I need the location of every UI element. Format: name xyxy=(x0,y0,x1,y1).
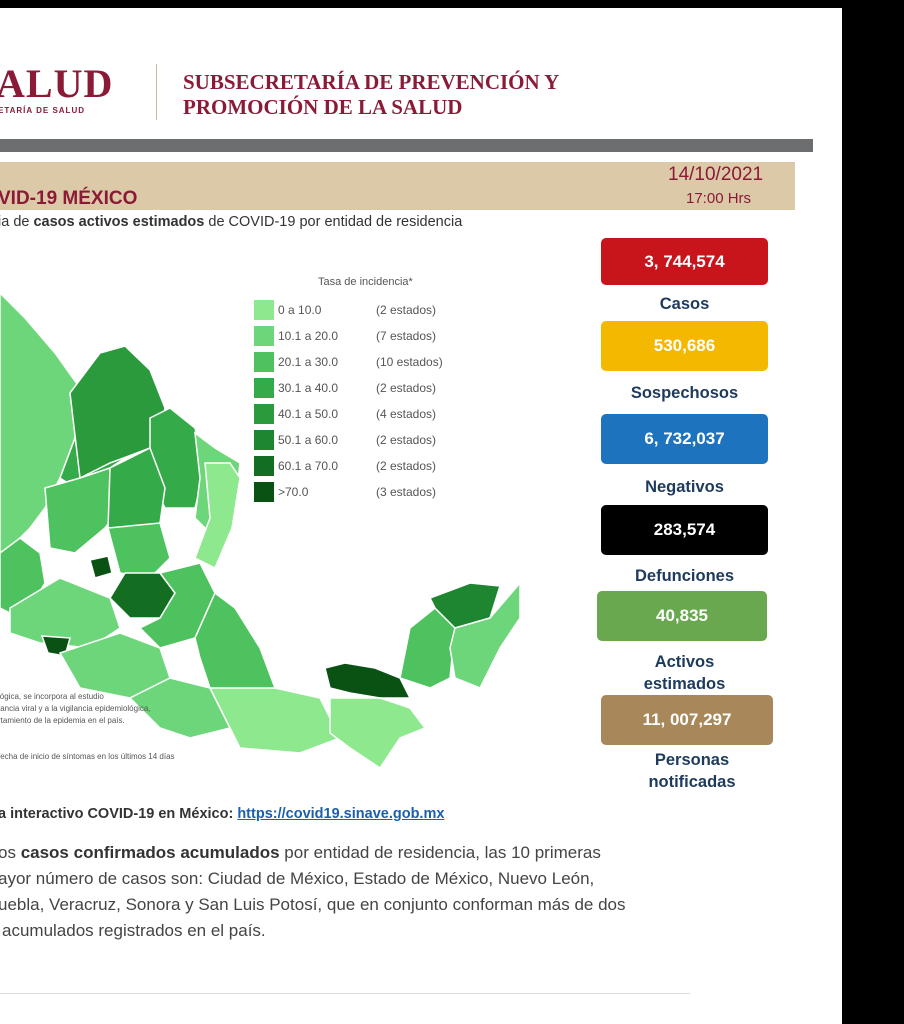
legend-count: (2 estados) xyxy=(376,459,437,473)
title-band xyxy=(0,162,795,210)
subtitle-bold: casos activos estimados xyxy=(33,214,205,230)
legend-swatch xyxy=(254,300,274,320)
legend-count: (10 estados) xyxy=(376,355,443,369)
legend-count: (4 estados) xyxy=(376,407,437,421)
legend-swatch xyxy=(254,482,274,502)
subtitle-suffix: de COVID-19 por entidad de residencia xyxy=(204,214,463,230)
casos-label: Casos xyxy=(659,295,710,313)
legend-count: (2 estados) xyxy=(376,433,437,447)
subsecretaria-line-1: SUBSECRETARÍA DE PREVENCIÓN Y xyxy=(183,70,560,94)
map-note: tancia viral y a la vigilancia epidemiol… xyxy=(0,704,151,713)
personas-label-line-1: Personas xyxy=(654,751,730,769)
para-line: os casos confirmados acumulados por enti… xyxy=(0,840,788,866)
negativos-value-box: 6, 732,037 xyxy=(601,414,768,464)
para-text: por entidad de residencia, las 10 primer… xyxy=(279,843,601,862)
legend-swatch xyxy=(254,430,274,450)
para-line: acumulados registrados en el país. xyxy=(2,921,266,940)
defunciones-label: Defunciones xyxy=(634,567,735,585)
summary-paragraph: os casos confirmados acumulados por enti… xyxy=(0,840,788,944)
report-date: 14/10/2021 xyxy=(668,164,764,185)
interactive-map-prefix: a interactivo COVID-19 en México: xyxy=(0,806,238,822)
salud-logo-subtext: ETARÍA DE SALUD xyxy=(0,106,85,115)
casos-value-box: 3, 744,574 xyxy=(601,238,768,285)
para-text: os xyxy=(0,843,21,862)
legend-swatch xyxy=(254,352,274,372)
para-line: ayor número de casos son: Ciudad de Méxi… xyxy=(0,869,595,888)
legend-swatch xyxy=(254,326,274,346)
mexico-incidence-map xyxy=(0,291,521,770)
header-divider xyxy=(156,64,157,120)
para-line: uebla, Veracruz, Sonora y San Luis Potos… xyxy=(0,895,626,914)
activos-label-line-1: Activos xyxy=(654,653,715,671)
legend-range: 0 a 10.0 xyxy=(278,303,322,317)
legend-swatch xyxy=(254,378,274,398)
interactive-map-line: a interactivo COVID-19 en México: https:… xyxy=(0,806,444,822)
negativos-label: Negativos xyxy=(645,478,724,496)
map-note: rtamiento de la epidemia en el país. xyxy=(0,716,125,725)
bottom-divider xyxy=(0,993,690,994)
personas-label-line-2: notificadas xyxy=(648,773,736,791)
legend-range: 40.1 a 50.0 xyxy=(278,407,339,421)
map-region-oaxaca xyxy=(208,687,342,754)
map-region-tabasco xyxy=(324,662,412,699)
map-region-zacatecas xyxy=(107,522,171,579)
map-note: lógica, se incorpora al estudio xyxy=(0,692,104,701)
sospechosos-value-box: 530,686 xyxy=(601,321,768,371)
map-region-chiapas xyxy=(329,697,427,770)
legend-swatch xyxy=(254,456,274,476)
personas-label: Personas notificadas xyxy=(603,749,781,793)
subsecretaria-line-2: PROMOCIÓN DE LA SALUD xyxy=(183,95,463,119)
sospechosos-label: Sospechosos xyxy=(630,384,739,402)
legend-range: 50.1 a 60.0 xyxy=(278,433,339,447)
covid-sinave-link[interactable]: https://covid19.sinave.gob.mx xyxy=(237,806,445,822)
subsecretaria-heading: SUBSECRETARÍA DE PREVENCIÓN Y PROMOCIÓN … xyxy=(183,70,559,120)
legend-range: >70.0 xyxy=(278,485,309,499)
legend-swatch xyxy=(254,404,274,424)
map-region-quintana-roo xyxy=(449,580,521,689)
map-note: fecha de inicio de síntomas en los últim… xyxy=(0,752,175,761)
para-bold: casos confirmados acumulados xyxy=(20,843,280,862)
subtitle-prefix: ia de xyxy=(0,214,34,230)
map-region-nayarit xyxy=(89,555,113,579)
defunciones-value-box: 283,574 xyxy=(601,505,768,555)
legend-range: 10.1 a 20.0 xyxy=(278,329,339,343)
legend-count: (2 estados) xyxy=(376,381,437,395)
map-region-tamaulipas xyxy=(194,462,241,570)
activos-label-line-2: estimados xyxy=(643,675,726,693)
header-grey-bar xyxy=(0,139,813,152)
activos-label: Activos estimados xyxy=(597,651,772,695)
report-title: VID-19 MÉXICO xyxy=(0,188,138,209)
report-page: ALUD ETARÍA DE SALUD SUBSECRETARÍA DE PR… xyxy=(0,8,842,1024)
legend-range: 60.1 a 70.0 xyxy=(278,459,339,473)
activos-value-box: 40,835 xyxy=(597,591,767,641)
legend-count: (2 estados) xyxy=(376,303,437,317)
legend-count: (7 estados) xyxy=(376,329,437,343)
legend-count: (3 estados) xyxy=(376,485,437,499)
legend-title: Tasa de incidencia* xyxy=(318,276,413,288)
legend-range: 30.1 a 40.0 xyxy=(278,381,339,395)
personas-value-box: 11, 007,297 xyxy=(601,695,773,745)
legend-range: 20.1 a 30.0 xyxy=(278,355,339,369)
salud-logo: ALUD xyxy=(0,61,114,106)
report-subtitle: ia de casos activos estimados de COVID-1… xyxy=(0,214,462,230)
report-time: 17:00 Hrs xyxy=(686,190,752,207)
